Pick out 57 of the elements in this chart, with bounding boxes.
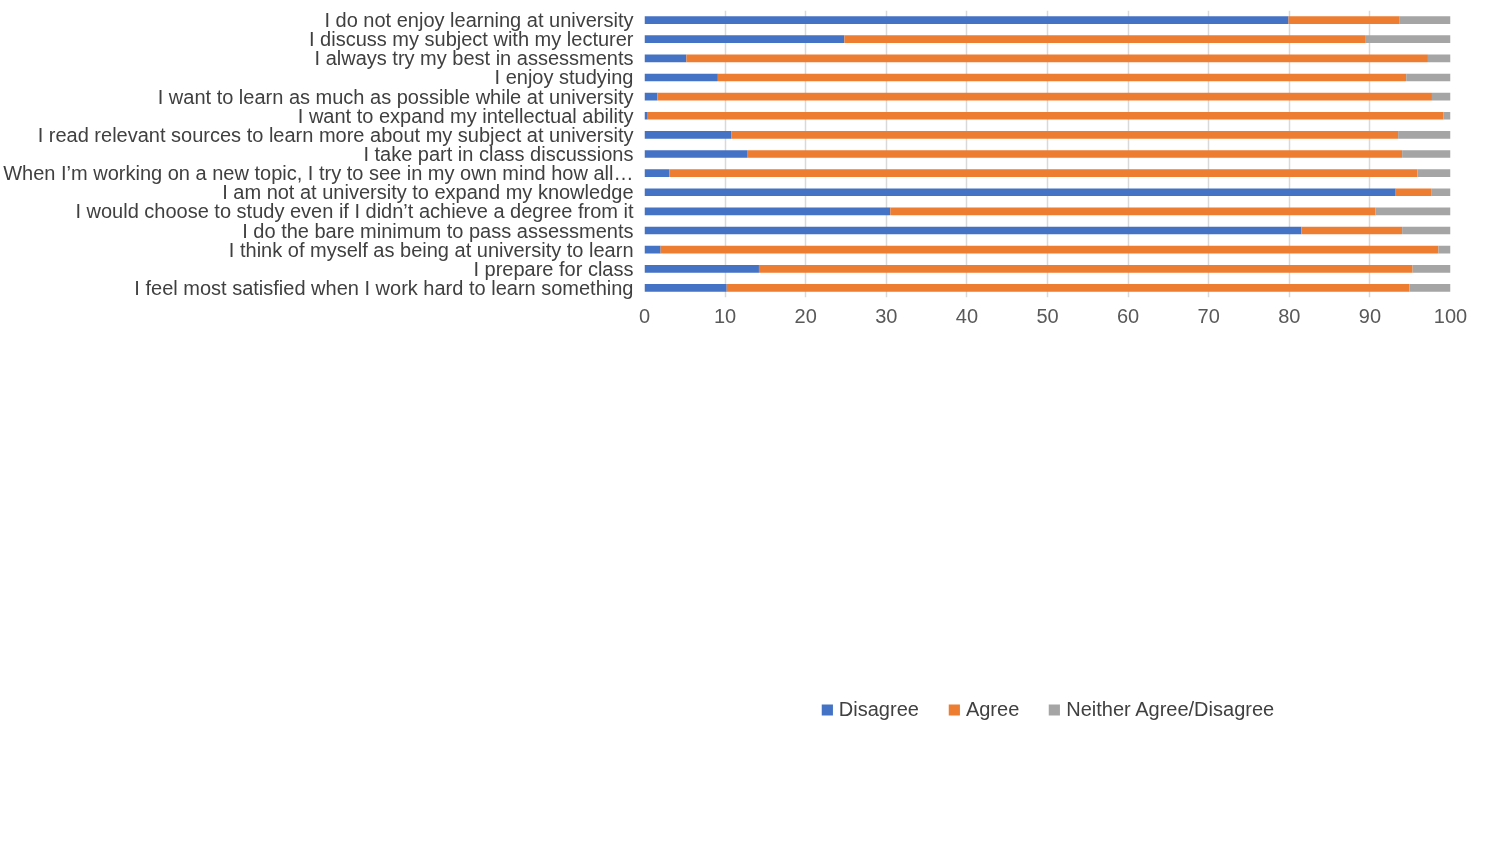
bar: [1438, 245, 1451, 254]
x-tick-label: 90: [1358, 304, 1382, 327]
bar: [1406, 73, 1451, 82]
bar: [644, 188, 1396, 197]
x-tick-label: 60: [1116, 304, 1140, 327]
legend-label: Disagree: [838, 697, 919, 721]
x-tick-label: 30: [875, 304, 898, 327]
bar: [644, 207, 891, 216]
bar: [1288, 16, 1400, 24]
bar: [644, 73, 718, 82]
bar: [726, 284, 1410, 292]
x-tick-label: 20: [794, 304, 817, 327]
bar: [644, 16, 1289, 24]
bar: [758, 264, 1413, 273]
legend-label: Agree: [965, 697, 1020, 721]
bar: [1301, 226, 1403, 235]
y-tick-label: I do not enjoy learning at university: [324, 9, 634, 32]
x-tick-label: 80: [1278, 304, 1301, 327]
bar: [1417, 169, 1451, 177]
x-tick-label: 50: [1036, 304, 1059, 327]
bar: [1443, 111, 1451, 120]
bar: [1395, 188, 1432, 197]
x-tick-label: 10: [713, 304, 737, 327]
x-tick-label: 100: [1433, 304, 1468, 327]
bar: [1375, 207, 1451, 216]
bar: [890, 207, 1376, 216]
bar: [644, 111, 648, 120]
bar: [657, 92, 1432, 101]
bar: [1402, 150, 1451, 158]
x-tick-label: 0: [638, 304, 651, 327]
x-tick-label: 70: [1197, 304, 1220, 327]
bar: [1398, 131, 1451, 139]
bar: [669, 169, 1418, 177]
bar: [647, 111, 1444, 120]
y-tick-label: I enjoy studying: [494, 66, 634, 89]
bar: [644, 131, 732, 139]
legend-label: Neither Agree/Disagree: [1066, 697, 1275, 721]
bar: [644, 284, 727, 292]
bar: [644, 264, 759, 273]
bar: [717, 73, 1407, 82]
bar: [844, 35, 1366, 44]
bar: [644, 150, 748, 158]
bar: [1431, 188, 1451, 197]
bar: [686, 54, 1428, 63]
bar: [1409, 284, 1451, 292]
bar: [660, 245, 1439, 254]
bar: [1399, 16, 1451, 24]
bar: [747, 150, 1403, 158]
bar: [644, 226, 1302, 235]
bar: [731, 131, 1399, 139]
bar: [644, 35, 845, 44]
x-tick-label: 40: [955, 304, 979, 327]
bar: [1412, 264, 1451, 273]
bar: [1365, 35, 1451, 44]
bar: [1402, 226, 1451, 235]
bar: [644, 169, 670, 177]
bar: [644, 245, 661, 254]
